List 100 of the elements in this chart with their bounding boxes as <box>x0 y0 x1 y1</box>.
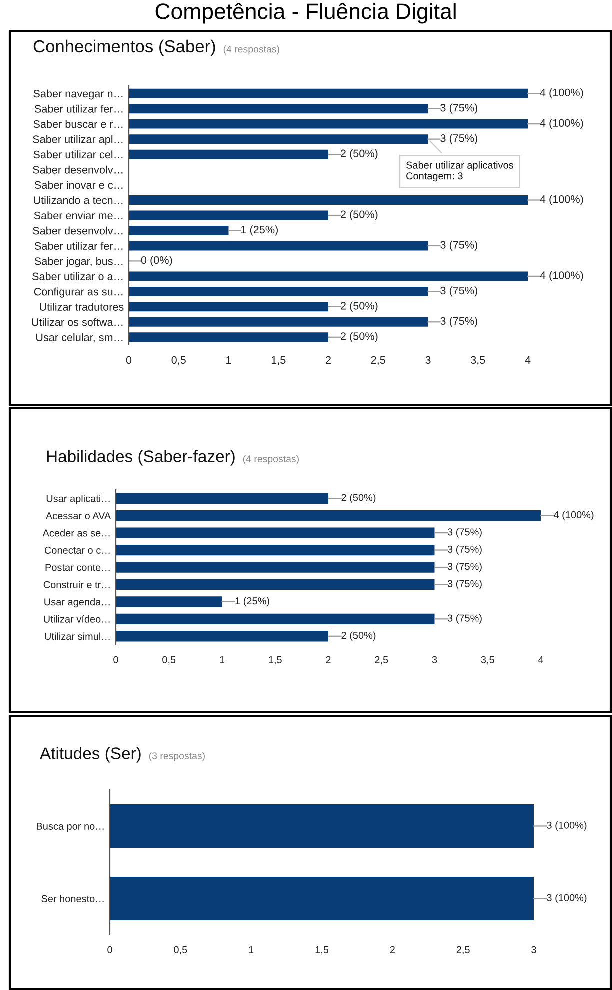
x-tick-label: 1,5 <box>269 656 282 665</box>
data-label: 3 (75%) <box>448 614 482 624</box>
data-label: 3 (100%) <box>547 894 587 904</box>
data-label: 2 (50%) <box>342 494 376 504</box>
x-tick-label: 3 <box>532 946 536 954</box>
y-tick-label: Usar agenda… <box>44 598 110 608</box>
x-tick-label: 1,5 <box>272 356 286 366</box>
data-label: 3 (75%) <box>448 528 482 538</box>
y-tick-label: Saber utilizar cel… <box>34 150 123 159</box>
bar <box>116 544 435 556</box>
bar <box>116 528 435 538</box>
bar <box>116 510 541 522</box>
chart-subtitle: (3 respostas) <box>149 752 205 762</box>
y-tick-label: Saber enviar me… <box>34 212 123 220</box>
y-tick-label: Saber desenvolv… <box>33 226 123 235</box>
x-tick-label: 0 <box>108 946 112 954</box>
x-tick-label: 0,5 <box>174 946 188 955</box>
bar <box>116 562 435 573</box>
data-label: 0 (0%) <box>141 256 172 266</box>
bar <box>129 88 528 98</box>
x-tick-label: 2 <box>326 356 331 364</box>
data-label: 1 (25%) <box>242 226 278 236</box>
y-tick-label: Conectar o c… <box>44 546 110 554</box>
y-tick-label: Utilizar vídeo… <box>44 615 110 623</box>
y-tick-label: Saber jogar, bus… <box>34 257 123 268</box>
data-label: 1 (25%) <box>236 597 270 607</box>
y-tick-label: Saber buscar e r… <box>34 120 123 128</box>
y-tick-label: Acessar o AVA <box>46 512 112 520</box>
y-tick-label: Saber utilizar fer… <box>34 104 123 113</box>
chart-title: Habilidades (Saber-fazer) <box>47 450 235 466</box>
bar <box>129 272 528 282</box>
data-label: 3 (100%) <box>547 822 587 831</box>
data-label: 4 (100%) <box>540 88 584 99</box>
x-tick-label: 3 <box>432 656 438 664</box>
data-label: 2 (50%) <box>342 632 376 642</box>
bar <box>129 150 328 160</box>
x-tick-label: 3,5 <box>471 356 486 366</box>
bar <box>129 241 428 251</box>
y-tick-label: Saber inovar e c… <box>34 181 123 190</box>
chart-title: Conhecimentos (Saber) <box>34 40 216 56</box>
data-label: 2 (50%) <box>341 302 378 312</box>
x-tick-label: 2,5 <box>456 946 470 955</box>
y-tick-label: Busca por no… <box>37 822 104 832</box>
x-tick-label: 2,5 <box>371 356 386 366</box>
bar <box>129 317 428 327</box>
x-tick-label: 1 <box>249 946 254 954</box>
x-tick-label: 0,5 <box>172 356 186 366</box>
y-tick-label: Postar conte… <box>46 564 110 572</box>
bar <box>129 104 428 114</box>
data-label: 3 (75%) <box>440 134 478 144</box>
y-tick-label: Saber utilizar o a… <box>32 272 123 280</box>
y-tick-label: Ser honesto… <box>42 895 104 902</box>
data-label: 3 (75%) <box>440 240 478 252</box>
data-label: 3 (75%) <box>448 580 482 590</box>
y-tick-label: Utilizar simul… <box>45 632 110 640</box>
y-tick-label: Utilizar tradutores <box>40 302 124 311</box>
bar <box>116 631 328 642</box>
bar <box>116 596 222 608</box>
bar <box>129 196 528 205</box>
y-tick-label: Usar aplicati… <box>46 494 110 504</box>
chart-subtitle: (4 respostas) <box>224 46 280 55</box>
x-tick-label: 3 <box>426 356 431 364</box>
x-tick-label: 2,5 <box>375 656 388 665</box>
data-label: 4 (100%) <box>540 271 584 282</box>
x-tick-label: 4 <box>538 656 544 664</box>
bar <box>129 210 328 220</box>
bar <box>129 302 328 312</box>
y-tick-label: Saber desenvolv… <box>33 166 123 174</box>
x-tick-label: 3,5 <box>481 656 494 665</box>
x-tick-label: 2 <box>390 946 395 954</box>
x-tick-label: 0,5 <box>162 656 176 665</box>
data-label: 3 (75%) <box>448 546 482 555</box>
data-label: 3 (75%) <box>448 562 482 572</box>
x-tick-label: 0 <box>126 356 132 364</box>
y-tick-label: Utilizar os softwa… <box>32 318 123 326</box>
data-label: 2 (50%) <box>341 150 378 160</box>
bar <box>129 119 528 129</box>
data-label: 3 (75%) <box>440 104 478 114</box>
x-tick-label: 1 <box>220 656 225 664</box>
x-tick-label: 4 <box>525 356 531 364</box>
data-label: 2 (50%) <box>341 332 378 342</box>
chart-title: Atitudes (Ser) <box>40 747 141 763</box>
bar <box>129 226 229 236</box>
annotation: Saber utilizar aplicativos Contagem: 3 <box>406 162 514 182</box>
bar <box>116 579 435 590</box>
bar <box>116 614 435 625</box>
bar <box>129 286 428 296</box>
y-tick-label: Utilizando a tecn… <box>34 196 123 204</box>
y-tick-label: Configurar as su… <box>34 288 123 298</box>
data-label: 2 (50%) <box>341 210 378 221</box>
bar <box>129 134 428 144</box>
y-tick-label: Saber navegar n… <box>34 90 123 100</box>
data-label: 4 (100%) <box>540 195 584 206</box>
x-tick-label: 2 <box>326 656 331 664</box>
y-tick-label: Construir e tr… <box>44 581 110 588</box>
data-label: 3 (75%) <box>440 317 478 328</box>
y-tick-label: Saber utilizar fer… <box>34 242 123 250</box>
y-tick-label: Usar celular, sm… <box>36 333 123 343</box>
data-label: 4 (100%) <box>540 119 584 130</box>
text: Competência - Fluência Digital <box>156 3 456 24</box>
